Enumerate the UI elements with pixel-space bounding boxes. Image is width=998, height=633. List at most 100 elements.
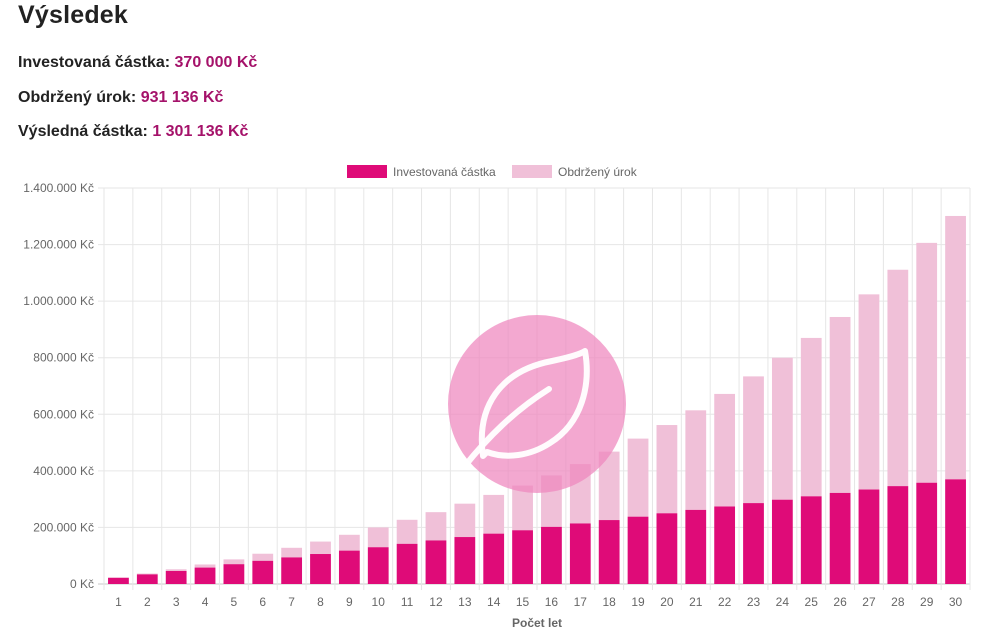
bar-invested[interactable]: [194, 567, 216, 584]
bar-invested[interactable]: [685, 509, 707, 584]
final-amount-value: 1 301 136 Kč: [152, 123, 249, 140]
chart-legend[interactable]: Investovaná částka Obdržený úrok: [347, 165, 638, 179]
bar-invested[interactable]: [425, 540, 447, 584]
bar-invested[interactable]: [714, 506, 736, 584]
bar-interest[interactable]: [800, 337, 822, 497]
bar-invested[interactable]: [338, 550, 360, 584]
y-tick-label: 1.000.000 Kč: [23, 294, 94, 308]
bar-invested[interactable]: [310, 554, 331, 584]
x-tick-label: 30: [949, 595, 963, 609]
bar-invested[interactable]: [800, 496, 822, 584]
bar-invested[interactable]: [252, 560, 274, 584]
bar-invested[interactable]: [771, 499, 793, 584]
x-tick-label: 1: [115, 595, 122, 609]
legend-item[interactable]: Obdržený úrok: [512, 165, 638, 179]
stacked-bar-chart: 0 Kč 200.000 Kč 400.000 Kč 600.000 Kč 800.00…: [23, 165, 971, 630]
leaf-outline: [478, 348, 590, 459]
legend-item[interactable]: Investovaná částka: [347, 165, 496, 179]
bar-invested[interactable]: [887, 486, 909, 584]
bar-invested[interactable]: [136, 574, 158, 584]
x-tick-label: 26: [833, 595, 847, 609]
bar-interest[interactable]: [916, 242, 938, 483]
interest-value: 931 136 Kč: [140, 89, 224, 106]
x-tick-label: 7: [288, 595, 295, 609]
bar-interest[interactable]: [367, 527, 389, 548]
bar-interest[interactable]: [512, 485, 533, 531]
bar-invested[interactable]: [916, 482, 938, 584]
bar-invested[interactable]: [858, 489, 880, 584]
bar-invested[interactable]: [743, 503, 764, 584]
x-tick-label: 23: [747, 595, 761, 609]
bar-invested[interactable]: [512, 530, 533, 584]
bar-invested[interactable]: [829, 492, 851, 584]
bar-interest[interactable]: [194, 564, 216, 568]
bar-invested[interactable]: [598, 520, 620, 584]
y-tick-label: 600.000 Kč: [33, 407, 94, 421]
x-tick-label: 9: [346, 595, 353, 609]
interest-label: Obdržený úrok:: [18, 89, 137, 106]
bar-interest[interactable]: [598, 451, 620, 521]
legend-swatch: [512, 165, 552, 178]
bar-interest[interactable]: [771, 357, 793, 500]
x-tick-label: 6: [259, 595, 266, 609]
x-tick-label: 24: [776, 595, 790, 609]
chart-axes: 0 Kč 200.000 Kč 400.000 Kč 600.000 Kč 800.00…: [23, 181, 962, 630]
bar-interest[interactable]: [396, 519, 418, 544]
x-tick-label: 21: [689, 595, 703, 609]
bar-interest[interactable]: [685, 410, 707, 510]
bar-invested[interactable]: [108, 577, 129, 584]
bar-invested[interactable]: [281, 557, 303, 584]
x-axis-title: Počet let: [512, 616, 562, 630]
bar-interest[interactable]: [887, 269, 909, 487]
x-tick-label: 8: [317, 595, 324, 609]
x-tick-label: 19: [631, 595, 645, 609]
bar-interest[interactable]: [252, 553, 274, 561]
bar-interest[interactable]: [829, 316, 851, 493]
leaf-stem: [461, 386, 552, 470]
bar-invested[interactable]: [627, 516, 649, 584]
x-tick-label: 12: [429, 595, 443, 609]
bar-invested[interactable]: [223, 564, 245, 584]
y-tick-label: 800.000 Kč: [33, 351, 94, 365]
bar-interest[interactable]: [945, 215, 966, 480]
final-amount-label: Výsledná částka:: [18, 123, 148, 140]
bar-invested[interactable]: [569, 523, 591, 584]
legend-label: Investovaná částka: [393, 165, 496, 179]
legend-swatch: [347, 165, 387, 178]
bar-interest[interactable]: [338, 534, 360, 551]
x-tick-label: 13: [458, 595, 472, 609]
bar-invested[interactable]: [396, 543, 418, 584]
bar-interest[interactable]: [858, 294, 880, 490]
bar-interest[interactable]: [743, 376, 764, 504]
bar-interest[interactable]: [310, 541, 331, 555]
bar-invested[interactable]: [541, 526, 562, 584]
bar-interest[interactable]: [454, 503, 476, 538]
interest-row: Obdržený úrok: 931 136 Kč: [18, 89, 223, 107]
bar-invested[interactable]: [483, 533, 505, 584]
bar-invested[interactable]: [165, 570, 187, 584]
y-tick-label: 1.200.000 Kč: [23, 238, 94, 252]
bar-interest[interactable]: [223, 559, 245, 565]
y-tick-label: 1.400.000 Kč: [23, 181, 94, 195]
bar-interest[interactable]: [136, 573, 158, 575]
bar-interest[interactable]: [165, 569, 187, 571]
x-tick-label: 17: [574, 595, 588, 609]
bar-interest[interactable]: [483, 494, 505, 534]
bar-interest[interactable]: [425, 512, 447, 541]
bar-invested[interactable]: [656, 513, 678, 584]
bar-invested[interactable]: [454, 537, 476, 584]
bar-interest[interactable]: [656, 425, 678, 514]
bar-invested[interactable]: [945, 479, 966, 584]
bar-interest[interactable]: [627, 438, 649, 517]
x-tick-label: 27: [862, 595, 876, 609]
x-tick-label: 10: [372, 595, 386, 609]
page-title: Výsledek: [18, 1, 129, 29]
x-tick-label: 22: [718, 595, 732, 609]
x-tick-label: 25: [805, 595, 819, 609]
x-tick-label: 14: [487, 595, 501, 609]
x-tick-label: 28: [891, 595, 905, 609]
bar-interest[interactable]: [281, 547, 303, 558]
invested-amount-value: 370 000 Kč: [174, 54, 258, 71]
bar-interest[interactable]: [714, 393, 736, 507]
bar-invested[interactable]: [367, 547, 389, 584]
